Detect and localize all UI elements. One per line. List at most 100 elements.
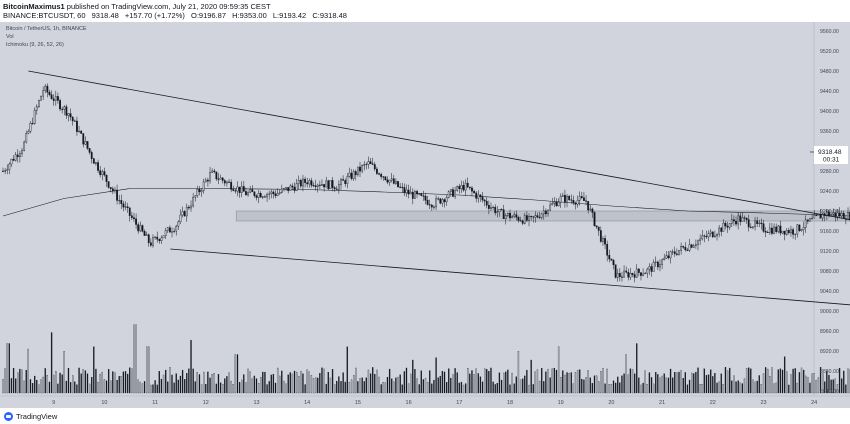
volume-bar — [416, 378, 418, 394]
volume-bar — [334, 384, 336, 394]
candle-body — [813, 214, 816, 219]
volume-bar — [595, 375, 598, 394]
volume-bar — [424, 377, 427, 394]
volume-bar — [12, 367, 15, 394]
volume-bar — [314, 377, 317, 394]
y-tick-label: 9040.00 — [820, 289, 839, 295]
candle-body — [794, 233, 797, 235]
candle-body — [656, 261, 659, 268]
x-axis-labels: 9 10 11 12 13 14 15 16 17 18 19 20 21 22 23 24 — [52, 400, 817, 406]
candle-body — [276, 193, 279, 196]
candle-body — [109, 187, 112, 189]
volume-bar — [684, 372, 686, 394]
author-name[interactable]: BitcoinMaximus1 — [3, 2, 65, 11]
volume-bar — [40, 379, 42, 394]
high-value: 9353.00 — [239, 11, 267, 20]
candle-body — [156, 236, 159, 240]
candle-body — [758, 222, 761, 224]
volume-bar — [213, 373, 215, 394]
volume-bar — [133, 324, 135, 394]
price-axis[interactable] — [814, 22, 850, 396]
volume-bar — [257, 383, 260, 394]
volume-bar — [42, 376, 44, 394]
candle-body — [308, 180, 311, 185]
volume-bar — [572, 383, 575, 394]
candle-body — [321, 184, 323, 186]
y-tick-label: 8920.00 — [820, 349, 839, 355]
volume-bar — [769, 375, 771, 394]
volume-bar — [422, 379, 425, 394]
candle-body — [509, 212, 511, 219]
volume-bar — [488, 370, 490, 394]
volume-bar — [494, 384, 496, 394]
trendlines-layer[interactable] — [28, 70, 850, 324]
volume-bar — [426, 382, 429, 394]
x-tick-label: 12 — [203, 400, 209, 406]
candle-body — [401, 186, 404, 188]
candle-body — [388, 179, 391, 183]
footer-brand: TradingView — [4, 410, 57, 422]
x-tick-label: 13 — [253, 400, 259, 406]
volume-bar — [433, 379, 435, 394]
volume-bar — [464, 383, 467, 394]
resistance-box — [235, 210, 850, 222]
volume-bar — [53, 374, 55, 394]
volume-bar — [633, 373, 636, 394]
candle-body — [659, 264, 661, 268]
volume-bar — [441, 370, 444, 394]
volume-bar — [291, 373, 294, 394]
candle-body — [14, 154, 17, 161]
volume-bar — [800, 367, 803, 394]
volume-bar — [574, 371, 577, 394]
candle-body — [528, 216, 530, 221]
candle-body — [487, 205, 490, 209]
volume-bar — [57, 383, 59, 394]
candle-body — [382, 176, 385, 178]
volume-bar — [475, 368, 477, 394]
volume-bar — [549, 377, 551, 394]
time-axis[interactable] — [0, 396, 850, 408]
candle-body — [492, 206, 494, 208]
candle-body — [2, 170, 4, 172]
candle-body — [219, 177, 222, 180]
volume-bar — [695, 371, 697, 394]
candle-body — [466, 182, 469, 188]
volume-bar — [289, 372, 291, 394]
volume-bar — [443, 371, 446, 394]
volume-bar — [158, 371, 160, 394]
candle-body — [27, 131, 30, 134]
volume-bar — [726, 370, 729, 394]
volume-bar — [285, 383, 287, 394]
volume-bar — [587, 370, 589, 394]
volume-bar — [843, 370, 845, 394]
candle-body — [716, 233, 718, 237]
candle-body — [593, 212, 596, 226]
candle-body — [502, 209, 505, 220]
volume-bar — [165, 369, 167, 394]
volume-bar — [477, 373, 479, 394]
price-change: +157.70 (+1.72%) — [124, 11, 185, 20]
candle-body — [289, 185, 292, 191]
candle-body — [711, 231, 714, 238]
candle-body — [280, 188, 283, 193]
volume-bar — [120, 376, 122, 394]
candle-body — [443, 199, 446, 203]
candle-body — [342, 179, 345, 181]
candle-body — [806, 219, 809, 222]
candle-body — [690, 244, 693, 248]
candle-body — [760, 222, 763, 224]
candle-body — [318, 184, 321, 186]
candle-body — [126, 206, 129, 209]
candle-body — [361, 165, 364, 172]
candle-body — [783, 230, 786, 235]
volume-bar — [376, 369, 378, 394]
volume-bar — [600, 371, 602, 394]
candle-body — [454, 190, 456, 197]
plot-background[interactable] — [0, 22, 814, 396]
candle-body — [629, 273, 632, 278]
candle-body — [158, 239, 161, 242]
volume-bar — [380, 384, 382, 394]
candle-body — [832, 212, 835, 215]
volume-bar — [640, 384, 642, 394]
